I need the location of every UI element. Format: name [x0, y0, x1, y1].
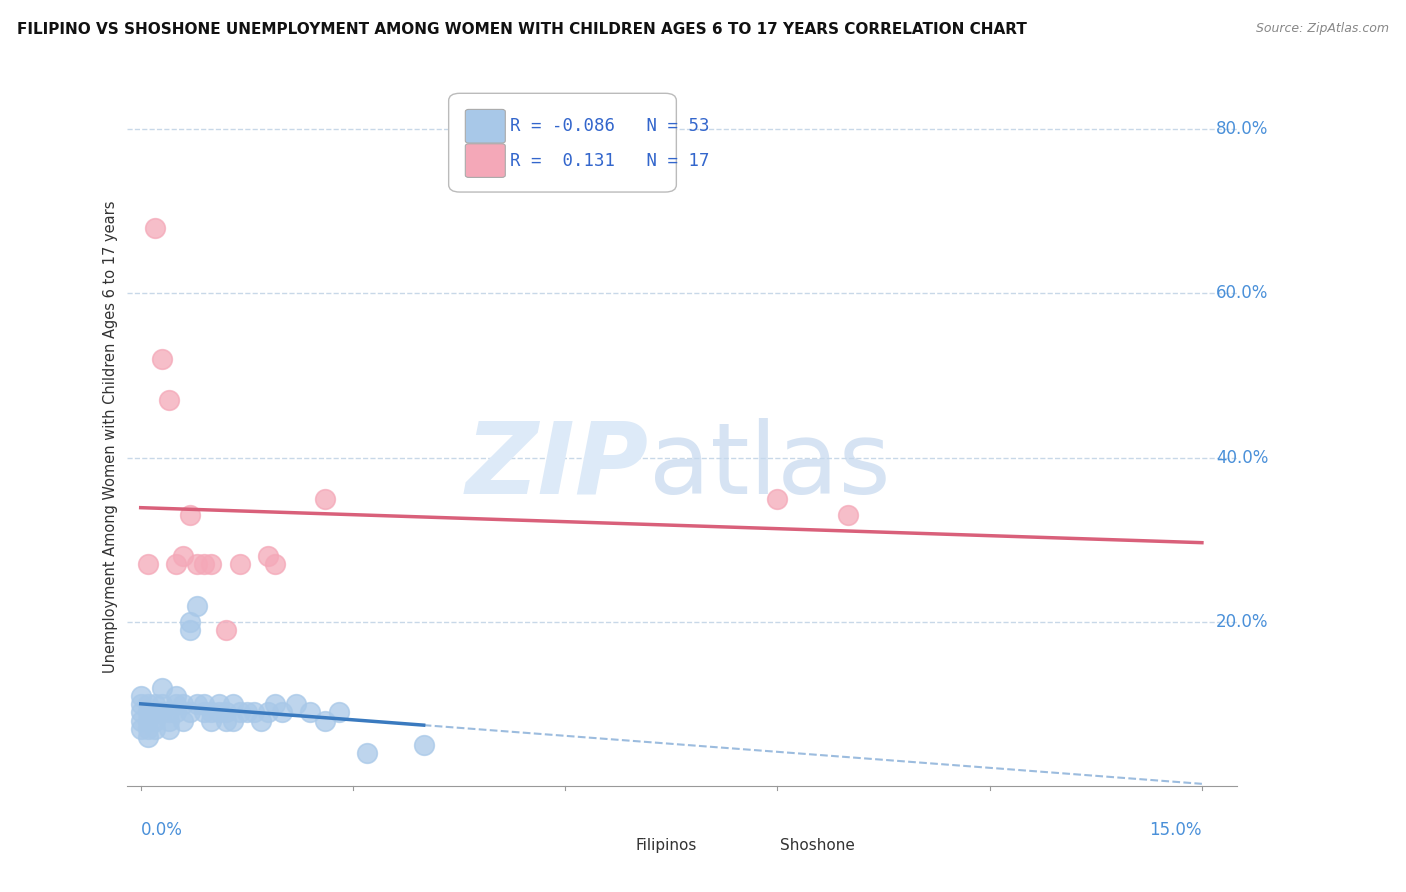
Text: FILIPINO VS SHOSHONE UNEMPLOYMENT AMONG WOMEN WITH CHILDREN AGES 6 TO 17 YEARS C: FILIPINO VS SHOSHONE UNEMPLOYMENT AMONG …	[17, 22, 1026, 37]
Point	[136, 722, 159, 736]
Point	[136, 706, 159, 720]
Point	[236, 706, 259, 720]
FancyBboxPatch shape	[449, 94, 676, 192]
Text: 0.0%: 0.0%	[141, 821, 183, 838]
Point	[285, 697, 308, 711]
Point	[186, 599, 208, 613]
Point	[179, 706, 201, 720]
Point	[165, 697, 187, 711]
Point	[207, 706, 229, 720]
Text: 15.0%: 15.0%	[1150, 821, 1202, 838]
Point	[136, 714, 159, 728]
Point	[129, 697, 152, 711]
Point	[186, 558, 208, 572]
Point	[221, 714, 243, 728]
Point	[150, 681, 173, 695]
Point	[136, 730, 159, 744]
Text: 20.0%: 20.0%	[1216, 613, 1268, 631]
Point	[257, 706, 280, 720]
Point	[214, 706, 236, 720]
Text: 60.0%: 60.0%	[1216, 285, 1268, 302]
Point	[129, 706, 152, 720]
FancyBboxPatch shape	[602, 825, 631, 845]
Point	[143, 697, 166, 711]
Point	[165, 689, 187, 703]
Text: Shoshone: Shoshone	[780, 838, 855, 853]
Point	[157, 722, 180, 736]
Point	[264, 697, 287, 711]
Point	[179, 615, 201, 629]
Point	[264, 558, 287, 572]
Text: R =  0.131   N = 17: R = 0.131 N = 17	[510, 152, 709, 169]
Text: Filipinos: Filipinos	[636, 838, 696, 853]
Text: ZIP: ZIP	[465, 417, 648, 515]
Point	[193, 706, 215, 720]
Point	[186, 697, 208, 711]
Point	[165, 706, 187, 720]
Point	[328, 706, 350, 720]
Point	[207, 697, 229, 711]
Text: R = -0.086   N = 53: R = -0.086 N = 53	[510, 117, 709, 136]
Point	[193, 558, 215, 572]
FancyBboxPatch shape	[465, 144, 505, 178]
Y-axis label: Unemployment Among Women with Children Ages 6 to 17 years: Unemployment Among Women with Children A…	[103, 201, 118, 673]
Point	[356, 747, 378, 761]
Text: 80.0%: 80.0%	[1216, 120, 1268, 138]
FancyBboxPatch shape	[747, 825, 775, 845]
Point	[136, 558, 159, 572]
Point	[412, 739, 434, 753]
Point	[193, 697, 215, 711]
Point	[257, 549, 280, 564]
Point	[179, 624, 201, 638]
Point	[165, 558, 187, 572]
Point	[150, 697, 173, 711]
Point	[172, 697, 194, 711]
Point	[299, 706, 322, 720]
Point	[214, 624, 236, 638]
Point	[314, 491, 336, 506]
Point	[143, 706, 166, 720]
Point	[136, 697, 159, 711]
Point	[157, 714, 180, 728]
Point	[243, 706, 266, 720]
Point	[250, 714, 273, 728]
Point	[172, 549, 194, 564]
Point	[837, 508, 859, 523]
Point	[143, 722, 166, 736]
Point	[229, 706, 252, 720]
Point	[214, 714, 236, 728]
Point	[229, 558, 252, 572]
Point	[143, 220, 166, 235]
Point	[150, 351, 173, 366]
Point	[129, 689, 152, 703]
Point	[271, 706, 294, 720]
Text: Source: ZipAtlas.com: Source: ZipAtlas.com	[1256, 22, 1389, 36]
Point	[172, 714, 194, 728]
Point	[200, 558, 222, 572]
FancyBboxPatch shape	[465, 110, 505, 143]
Point	[179, 508, 201, 523]
Point	[129, 714, 152, 728]
Point	[314, 714, 336, 728]
Point	[766, 491, 789, 506]
Point	[157, 393, 180, 408]
Point	[143, 714, 166, 728]
Point	[221, 697, 243, 711]
Point	[200, 706, 222, 720]
Text: atlas: atlas	[648, 417, 890, 515]
Point	[129, 722, 152, 736]
Point	[200, 714, 222, 728]
Point	[150, 706, 173, 720]
Text: 40.0%: 40.0%	[1216, 449, 1268, 467]
Point	[157, 706, 180, 720]
